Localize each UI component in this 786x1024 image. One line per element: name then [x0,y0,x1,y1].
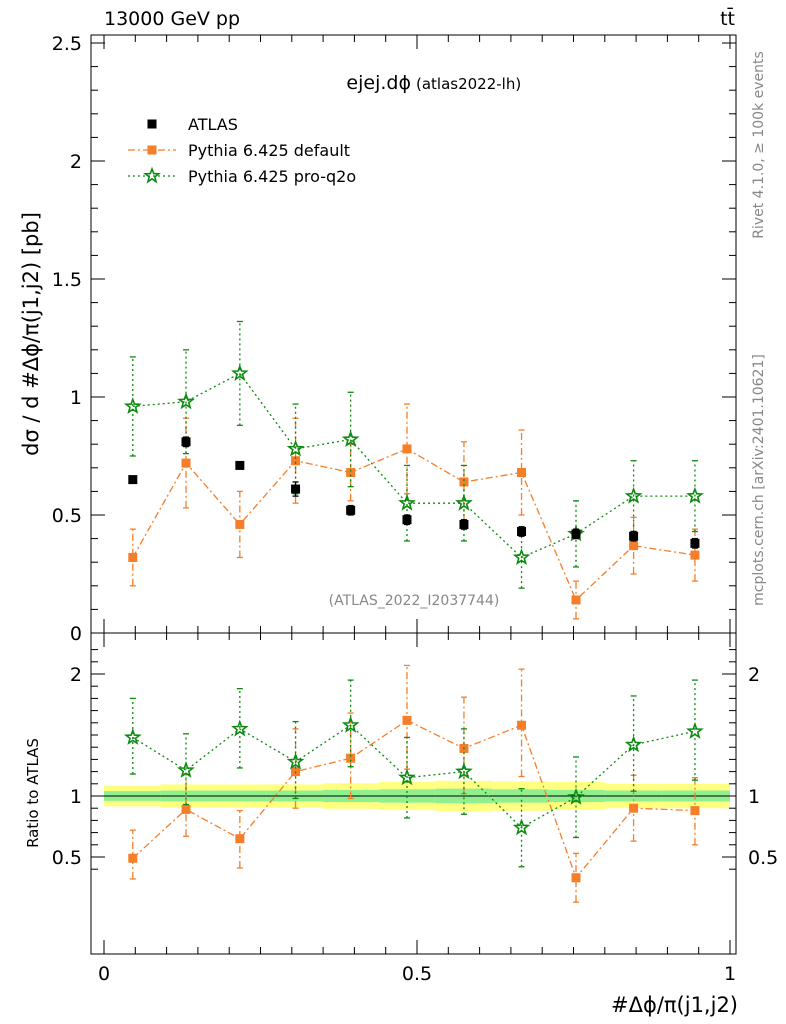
main-data-point [571,595,581,605]
ratio-data-point [286,752,305,770]
ratio-y-tick-label-right: 2 [748,664,760,686]
main-data-point [128,475,138,485]
main-data-point [690,550,700,560]
ratio-data-point [686,722,704,739]
main-data-point [402,515,412,525]
main-data-point [128,552,138,562]
analysis-tag: (ATLAS_2022_I2037744) [329,593,500,609]
main-data-point [517,527,527,537]
main-frame [90,34,737,634]
main-data-point [624,486,643,504]
main-data-point [177,392,195,410]
main-data-point [346,468,356,478]
main-data-point [181,437,191,447]
main-data-point [571,529,581,539]
main-y-tick-label: 1.5 [52,269,82,291]
ratio-series-group [123,679,704,868]
plot-title-main: ejej.dϕ [346,72,411,94]
main-panel: 0 0.5 1 1.5 2 2.5 ejej.dϕ (atlas2022-lh) (ATL… [52,33,737,645]
legend-label: Pythia 6.425 default [188,141,350,160]
main-data-point [517,468,527,478]
main-y-tick-label: 0 [70,623,82,645]
main-data-point [291,456,301,466]
main-series-group [123,320,704,589]
ratio-y-tick-label-left: 0.5 [52,847,82,869]
main-y-tick-label: 0.5 [52,505,82,527]
ratio-data-point [624,735,643,753]
main-data-point [629,531,639,541]
main-ticks: 0 0.5 1 1.5 2 2.5 [52,33,736,645]
ratio-data-point [123,728,142,745]
ratio-data-point [341,715,360,733]
ratio-data-point [517,720,527,730]
main-ylabel: dσ / d #Δϕ/π(j1,j2) [pb] [19,212,43,456]
ratio-data-point [177,761,195,778]
main-data-point [231,364,249,381]
main-data-point [459,477,469,487]
main-data-point [291,484,301,494]
main-data-point [690,538,700,548]
ratio-y-tick-label-left: 1 [70,786,82,808]
main-data-point [123,397,142,414]
process-label: tt̄ [720,6,735,30]
ratio-data-point [231,719,249,737]
main-series [123,320,704,620]
ratio-data-point [235,834,245,844]
ratio-y-tick-label-left: 2 [70,664,82,686]
legend-label: Pythia 6.425 pro-q2o [188,167,356,186]
main-data-point [181,458,191,468]
main-ylabel-text: dσ / d #Δϕ/π(j1,j2) [pb] [19,212,43,456]
main-data-point [459,519,469,529]
main-data-point [398,493,416,511]
ratio-data-point [346,753,356,763]
ratio-data-point [455,762,473,780]
main-data-point [235,460,245,470]
ratio-data-point [402,715,412,725]
main-data-point [286,439,305,457]
main-y-tick-label: 2.5 [52,33,82,55]
x-axis-label: #Δϕ/π(j1,j2) [611,993,738,1017]
main-data-point [629,541,639,551]
main-data-point [455,493,473,511]
legend-marker [143,166,161,184]
main-data-point [346,505,356,515]
main-series-group [128,436,700,549]
main-y-tick-label: 1 [70,387,82,409]
ratio-data-point [128,853,138,863]
mcplots-label: mcplots.cern.ch [arXiv:2401.10621] [751,354,767,606]
main-data-point [235,519,245,529]
ratio-data-point [690,806,700,816]
legend: ATLAS Pythia 6.425 default Pythia 6.425 pr… [128,115,356,186]
ratio-ylabel: Ratio to ATLAS [24,738,42,848]
ratio-data-point [629,803,639,813]
main-data-point [402,444,412,454]
legend-marker [147,145,157,155]
x-tick-label-top-layer: 1 [724,963,736,985]
ratio-series: 0 0.5 1 [90,664,737,1015]
ratio-data-point [398,768,416,786]
ratio-data-point [571,873,581,883]
legend-label: ATLAS [188,115,238,134]
ratio-ylabel-text: Ratio to ATLAS [24,738,42,848]
energy-label: 13000 GeV pp [104,8,240,30]
legend-marker [147,119,157,129]
ratio-data-point [512,818,531,836]
x-tick-label-top-layer: 0 [98,963,110,985]
main-data-point [512,548,531,565]
plot-title-sub: (atlas2022-lh) [416,75,521,93]
ratio-y-tick-label-right: 0.5 [748,847,778,869]
ratio-y-tick-label-right: 1 [748,786,760,808]
ratio-data-point [567,787,585,805]
ratio-clip-mask [90,955,737,1015]
ratio-data-point [181,804,191,814]
main-y-tick-label: 2 [70,151,82,173]
main-data-point [686,486,704,504]
rivet-version-label: Rivet 4.1.0, ≥ 100k events [751,51,767,239]
x-tick-label-top-layer: 0.5 [402,963,432,985]
main-data-point [341,430,360,447]
